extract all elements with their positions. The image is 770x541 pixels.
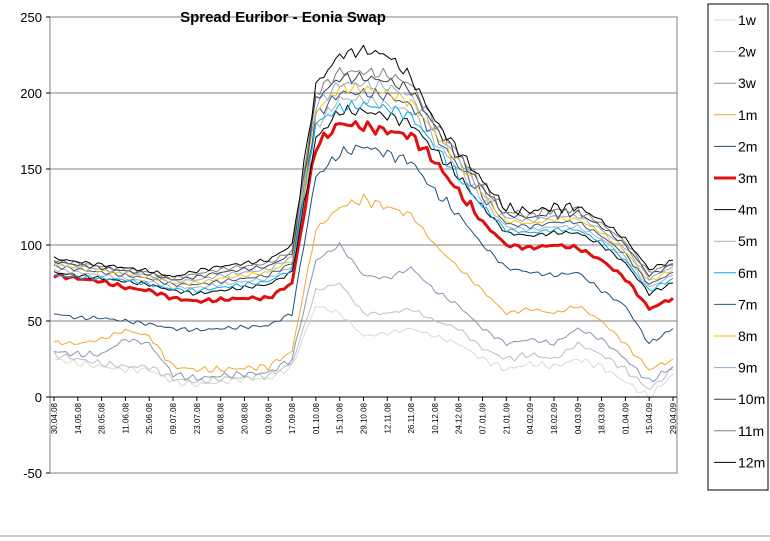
legend-label-2w: 2w [738, 44, 757, 60]
legend-label-12m: 12m [738, 454, 765, 470]
x-tick-label: 20.08.08 [240, 402, 249, 434]
y-tick-label: 250 [20, 10, 42, 25]
x-tick-label: 01.04.09 [621, 402, 630, 434]
x-tick-label: 14.05.08 [74, 402, 83, 434]
legend-label-7m: 7m [738, 296, 757, 312]
x-tick-label: 24.12.08 [455, 402, 464, 434]
legend: 1w 2w 3w 1m 2m 3m 4m 5m 6m 7m 8m 9m 10m 11m 12m [707, 3, 769, 491]
legend-label-9m: 9m [738, 360, 757, 376]
y-tick-label: -50 [23, 466, 42, 481]
x-tick-label: 18.02.09 [550, 402, 559, 434]
x-tick-label: 21.01.09 [502, 402, 511, 434]
x-tick-label: 15.04.09 [645, 402, 654, 434]
series-line-3m [53, 120, 674, 311]
y-tick-label: 150 [20, 162, 42, 177]
series-line-4m [53, 104, 674, 297]
x-tick-label: 28.05.08 [98, 402, 107, 434]
x-tick-label: 09.07.08 [169, 402, 178, 434]
legend-label-2m: 2m [738, 138, 757, 154]
x-tick-label: 06.08.08 [217, 402, 226, 434]
series-line-6m [53, 100, 674, 294]
y-tick-label: 0 [35, 390, 42, 405]
x-tick-label: 04.03.09 [574, 402, 583, 434]
chart-title: Spread Euribor - Eonia Swap [180, 9, 386, 26]
x-tick-label: 29.04.09 [669, 402, 678, 434]
x-axis-ticks: 30.04.08 14.05.08 28.05.08 11.06.08 25.06.08… [50, 397, 678, 434]
series-line-7m [53, 88, 674, 287]
legend-label-4m: 4m [738, 202, 757, 218]
series-line-12m [53, 44, 674, 278]
series-line-2w [53, 282, 674, 390]
x-tick-label: 11.06.08 [121, 402, 130, 433]
x-tick-label: 26.11.08 [407, 402, 416, 433]
legend-box [707, 3, 769, 491]
y-tick-label: 100 [20, 238, 42, 253]
y-axis-ticks: -50 0 50 100 150 200 250 [20, 10, 50, 481]
legend-label-10m: 10m [738, 391, 765, 407]
series-line-11m [53, 67, 674, 281]
legend-label-11m: 11m [738, 423, 764, 439]
legend-label-3w: 3w [738, 75, 757, 91]
y-tick-label: 50 [28, 314, 42, 329]
series-line-3w [53, 242, 674, 383]
x-tick-label: 25.06.08 [145, 402, 154, 434]
legend-label-8m: 8m [738, 328, 757, 344]
series-lines [53, 44, 674, 400]
x-tick-label: 15.10.08 [336, 402, 345, 434]
series-line-10m [53, 71, 674, 281]
x-tick-label: 29.10.08 [360, 402, 369, 434]
y-tick-label: 200 [20, 86, 42, 101]
legend-label-3m: 3m [738, 170, 757, 186]
x-tick-label: 17.09.08 [288, 402, 297, 434]
x-tick-label: 18.03.09 [598, 402, 607, 434]
x-tick-label: 04.02.09 [526, 402, 535, 434]
x-tick-label: 12.11.08 [383, 402, 392, 433]
series-line-1w [53, 305, 674, 400]
x-tick-label: 10.12.08 [431, 402, 440, 434]
series-line-1m [53, 193, 674, 373]
series-line-8m [53, 82, 674, 286]
x-tick-label: 03.09.08 [264, 402, 273, 434]
series-line-2m [53, 144, 674, 345]
x-tick-label: 23.07.08 [193, 402, 202, 434]
x-tick-label: 30.04.08 [50, 402, 59, 434]
series-line-9m [53, 79, 674, 284]
legend-label-5m: 5m [738, 233, 757, 249]
legend-label-6m: 6m [738, 265, 757, 281]
legend-label-1m: 1m [738, 107, 757, 123]
x-tick-label: 01.10.08 [312, 402, 321, 434]
legend-label-1w: 1w [738, 12, 757, 28]
x-tick-label: 07.01.09 [479, 402, 488, 434]
